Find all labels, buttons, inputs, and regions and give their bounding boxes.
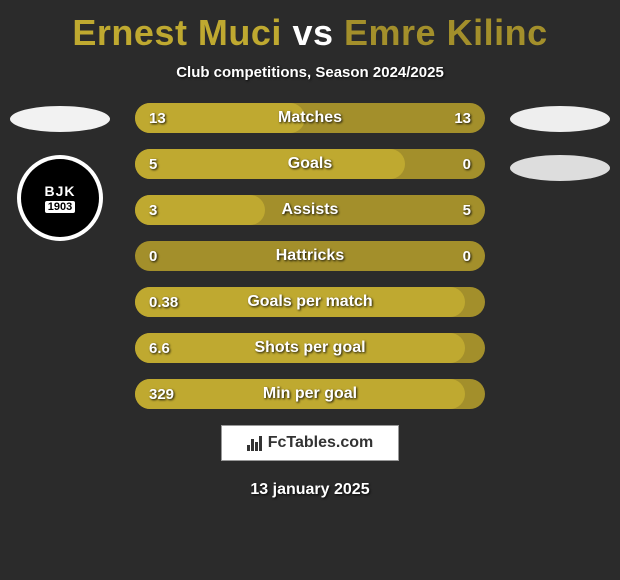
bar-fill-left — [135, 333, 465, 363]
brand-text: FcTables.com — [268, 434, 374, 452]
bar-fill-left — [135, 379, 465, 409]
bar-track — [135, 241, 485, 271]
vs-text: vs — [292, 12, 333, 53]
player2-name: Emre Kilinc — [344, 12, 548, 53]
club-badge-inner: BJK 1903 — [21, 159, 99, 237]
stat-row: Goals50 — [135, 149, 485, 179]
club-badge-year: 1903 — [45, 201, 75, 213]
player2-avatar — [510, 106, 610, 132]
bar-fill-left — [135, 149, 405, 179]
stat-row: Shots per goal6.6 — [135, 333, 485, 363]
date-footer: 13 january 2025 — [0, 481, 620, 499]
stat-row: Hattricks00 — [135, 241, 485, 271]
comparison-title: Ernest Muci vs Emre Kilinc — [0, 0, 620, 54]
bar-fill-left — [135, 103, 305, 133]
content-wrap: BJK 1903 Matches1313 Goals50 Assists35 Hatt… — [0, 103, 620, 409]
bar-fill-left — [135, 287, 465, 317]
subtitle: Club competitions, Season 2024/2025 — [0, 64, 620, 81]
brand-logo[interactable]: FcTables.com — [221, 425, 399, 461]
player1-avatar — [10, 106, 110, 132]
stat-row: Assists35 — [135, 195, 485, 225]
stat-row: Matches1313 — [135, 103, 485, 133]
stat-bars: Matches1313 Goals50 Assists35 Hattricks00 Go… — [135, 103, 485, 409]
player2-avatar-secondary — [510, 155, 610, 181]
club-badge-text: BJK — [44, 183, 75, 199]
stat-row: Min per goal329 — [135, 379, 485, 409]
bar-chart-icon — [247, 436, 262, 451]
club-badge: BJK 1903 — [17, 155, 103, 241]
bar-fill-left — [135, 195, 265, 225]
stat-row: Goals per match0.38 — [135, 287, 485, 317]
player1-name: Ernest Muci — [72, 12, 282, 53]
